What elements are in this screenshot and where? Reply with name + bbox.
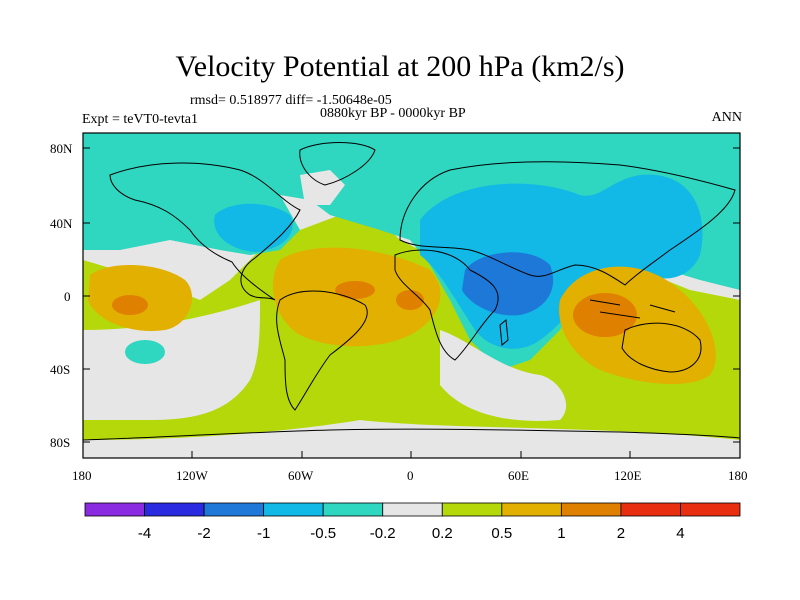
lon-tick-label: 180 [728,468,748,483]
colorbar-box [263,502,324,517]
field-neutral-south [83,300,260,420]
colorbar-label: 4 [676,525,684,542]
colorbar-box [441,502,503,517]
field-neg-light-pacific [125,340,165,364]
lat-tick-label: 40S [50,362,70,377]
colorbar-label: -0.5 [310,525,336,542]
colorbar-box [144,502,205,517]
lat-tick-label: 40N [50,216,73,231]
lat-tick-label: 80N [50,141,73,156]
lat-axis: 80N 40N 0 40S 80S [50,141,740,450]
lon-tick-label: 120W [176,468,209,483]
field-neg-medium-na [214,203,293,252]
colorbar-label: -2 [197,525,210,542]
lon-tick-label: 60E [508,468,529,483]
field-pos-strong-sa1 [335,281,375,299]
colorbar-label: -4 [138,525,151,542]
coast-antarctica [83,428,740,441]
colorbar-box [560,502,622,517]
coastlines [83,142,740,441]
colorbar-label: -0.2 [370,525,396,542]
coast-africa [394,249,499,361]
field-pos-strong-indonesia [573,293,637,337]
coast-greenland [299,142,376,186]
experiment-label: Expt = teVT0-tevta1 [82,112,198,127]
season-label: ANN [711,110,742,125]
lon-tick-label: 60W [288,468,314,483]
colorbar-label: 0.2 [432,525,453,542]
field-neg-light-north [83,133,740,370]
lat-tick-label: 0 [64,289,71,304]
field-neutral-atlantic-south [440,330,567,421]
coast-north-america [109,162,301,301]
period-line: 0880kyr BP - 0000kyr BP [320,106,466,121]
colorbar-box [84,502,145,517]
field-neutral-antarctic [83,420,740,458]
coast-indonesia [589,299,676,319]
colorbar-box [322,502,384,517]
colorbar-label: 0.5 [491,525,512,542]
stats-line: rmsd= 0.518977 diff= -1.50648e-05 [190,93,392,108]
colorbar-box [382,502,443,517]
contour-field [83,133,740,458]
field-pos-strong-sa2 [396,290,424,310]
colorbar-box [203,502,265,517]
coast-eurasia [399,161,736,286]
colorbar-box [620,502,681,517]
lon-tick-label: 180 [72,468,92,483]
lat-tick-label: 80S [50,435,70,450]
lon-tick-label: 0 [407,468,414,483]
colorbar-label: 2 [617,525,625,542]
colorbar-box [680,502,741,517]
lon-tick-label: 120E [614,468,642,483]
field-neutral-arctic [300,170,345,205]
field-pos-strong-pacific [112,295,148,315]
colorbar-label: 1 [557,525,565,542]
field-neg-strong [462,252,554,316]
coast-madagascar [499,319,509,346]
colorbar: -4 -2 -1 -0.5 -0.2 0.2 0.5 1 2 4 [84,502,741,542]
colorbar-label: -1 [257,525,270,542]
page-title: Velocity Potential at 200 hPa (km2/s) [175,50,625,83]
colorbar-box [501,502,562,517]
lon-axis: 180 120W 60W 0 60E 120E 180 [72,451,748,483]
coast-south-america [276,290,368,411]
coast-australia [621,322,702,373]
